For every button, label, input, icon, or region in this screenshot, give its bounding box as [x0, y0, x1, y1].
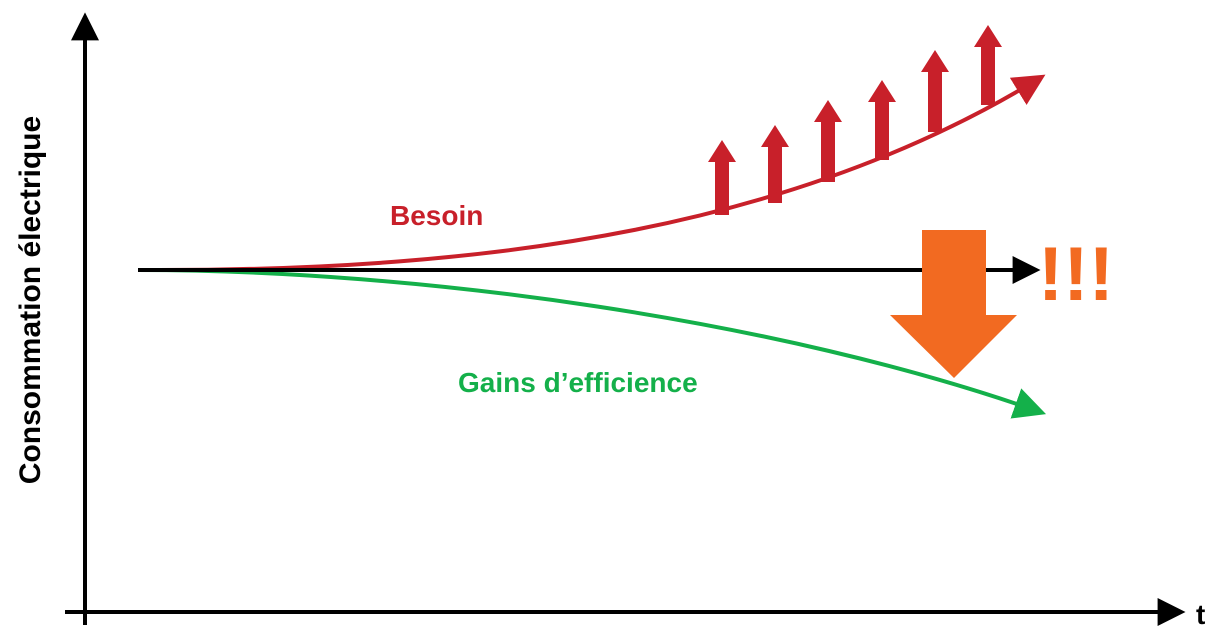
need-curve: [137, 74, 1046, 273]
alert: !!!: [1038, 232, 1114, 317]
up-arrow: [868, 80, 896, 160]
y-axis-label: Consommation électrique: [14, 116, 47, 484]
axes: [65, 12, 1186, 626]
x-axis-label: t: [1196, 599, 1205, 628]
up-arrow: [708, 140, 736, 215]
gap-arrow: [890, 230, 1017, 378]
up-arrow: [921, 50, 949, 132]
efficiency-label: Gains d’efficience: [458, 367, 698, 398]
up-arrow: [814, 100, 842, 182]
efficiency-curve: [137, 268, 1047, 419]
up-arrow: [761, 125, 789, 203]
up-arrows: [708, 25, 1002, 215]
need-label: Besoin: [390, 200, 483, 231]
up-arrow: [974, 25, 1002, 105]
